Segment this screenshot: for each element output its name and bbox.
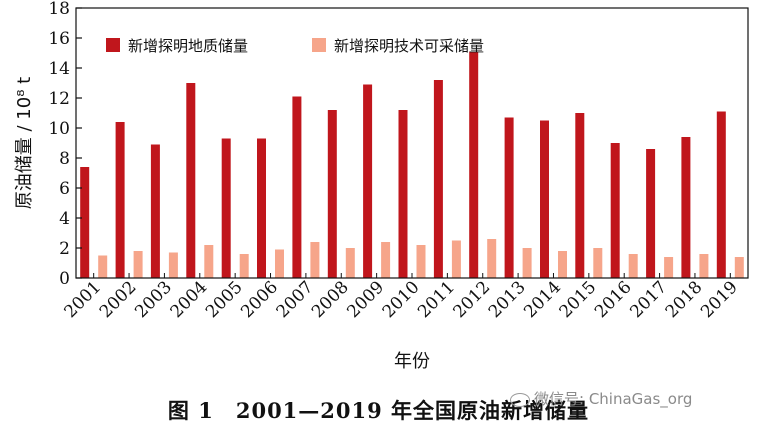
bar-geological-2007 (292, 96, 302, 278)
legend: 新增探明地质储量 新增探明技术可采储量 (106, 37, 484, 55)
y-tick-label: 4 (59, 209, 70, 229)
x-tick-label: 2016 (591, 277, 636, 322)
y-tick-label: 10 (48, 119, 70, 139)
bar-recoverable-2001 (98, 255, 108, 278)
bar-recoverable-2017 (664, 257, 674, 278)
x-tick-label: 2012 (450, 277, 495, 322)
wechat-icon (510, 392, 530, 407)
y-tick-label: 16 (48, 29, 70, 49)
bar-recoverable-2013 (522, 248, 532, 278)
x-tick-label: 2017 (626, 277, 671, 322)
bar-geological-2008 (327, 110, 337, 278)
bar-recoverable-2016 (628, 254, 638, 278)
x-tick-label: 2002 (96, 277, 141, 322)
x-tick-label: 2009 (343, 277, 388, 322)
bar-geological-2004 (186, 83, 196, 278)
bar-geological-2006 (257, 138, 266, 278)
x-axis-label: 年份 (394, 351, 430, 372)
y-tick-label: 2 (59, 239, 70, 259)
legend-swatch-0 (106, 38, 120, 52)
y-tick-label: 12 (48, 89, 70, 109)
bar-recoverable-2015 (593, 248, 603, 278)
bar-geological-2010 (398, 110, 408, 278)
x-tick-label: 2006 (237, 277, 282, 322)
bar-geological-2012 (469, 51, 479, 278)
legend-label-1: 新增探明技术可采储量 (334, 37, 484, 55)
x-tick-label: 2011 (414, 277, 459, 322)
bar-recoverable-2004 (204, 245, 214, 278)
bar-recoverable-2011 (451, 240, 461, 278)
x-tick-label: 2004 (167, 277, 212, 322)
watermark-text: 微信号: ChinaGas_org (534, 390, 693, 408)
bar-recoverable-2007 (310, 242, 320, 278)
x-tick-label: 2013 (485, 277, 530, 322)
bar-recoverable-2009 (381, 242, 391, 278)
bar-geological-2015 (575, 113, 585, 278)
x-tick-label: 2005 (202, 277, 247, 322)
bar-geological-2013 (504, 117, 514, 278)
bar-geological-2009 (363, 84, 373, 278)
x-tick-label: 2007 (273, 277, 318, 322)
bars-group (80, 51, 744, 278)
x-tick-label: 2015 (556, 277, 601, 322)
bar-recoverable-2010 (416, 245, 426, 278)
bar-geological-2014 (540, 120, 549, 278)
y-tick-label: 8 (59, 149, 70, 169)
x-tick-label: 2019 (697, 277, 742, 322)
x-tick-label: 2003 (131, 277, 176, 322)
bar-geological-2002 (115, 122, 125, 278)
bar-recoverable-2006 (275, 249, 284, 278)
y-tick-label: 18 (48, 0, 70, 19)
bar-chart: 0246810121416182001200220032004200520062… (14, 0, 749, 372)
legend-label-0: 新增探明地质储量 (128, 37, 248, 55)
x-tick-label: 2018 (662, 277, 707, 322)
bar-recoverable-2003 (168, 252, 178, 278)
x-tick-label: 2008 (308, 277, 353, 322)
bar-geological-2011 (433, 80, 443, 278)
y-tick-label: 14 (48, 59, 70, 79)
bar-geological-2017 (646, 149, 656, 278)
bar-geological-2018 (681, 137, 691, 278)
bar-recoverable-2018 (699, 254, 709, 278)
bar-recoverable-2005 (239, 254, 249, 278)
bar-geological-2005 (221, 138, 231, 278)
y-axis-label: 原油储量 / 10⁸ t (14, 77, 35, 209)
y-tick-label: 0 (59, 269, 70, 289)
bar-recoverable-2019 (734, 257, 744, 278)
bar-recoverable-2008 (345, 248, 355, 278)
y-tick-label: 6 (59, 179, 70, 199)
bar-geological-2001 (80, 167, 90, 278)
bar-geological-2019 (716, 111, 726, 278)
watermark: 微信号: ChinaGas_org (510, 388, 692, 409)
bar-geological-2016 (610, 143, 620, 278)
x-tick-label: 2010 (379, 277, 424, 322)
x-tick-label: 2014 (520, 277, 565, 322)
bar-recoverable-2002 (133, 251, 143, 278)
bar-geological-2003 (150, 144, 160, 278)
bar-recoverable-2012 (487, 239, 497, 278)
bar-recoverable-2014 (558, 251, 567, 278)
legend-swatch-1 (312, 38, 326, 52)
